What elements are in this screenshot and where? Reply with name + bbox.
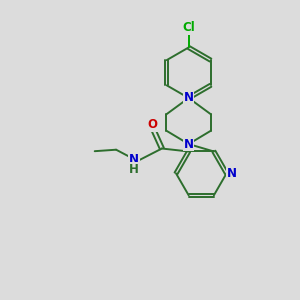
Text: O: O <box>147 118 157 131</box>
Text: N: N <box>129 153 139 166</box>
Text: N: N <box>184 138 194 151</box>
Text: Cl: Cl <box>182 21 195 34</box>
Text: H: H <box>129 163 139 176</box>
Text: N: N <box>184 92 194 104</box>
Text: N: N <box>227 167 237 180</box>
